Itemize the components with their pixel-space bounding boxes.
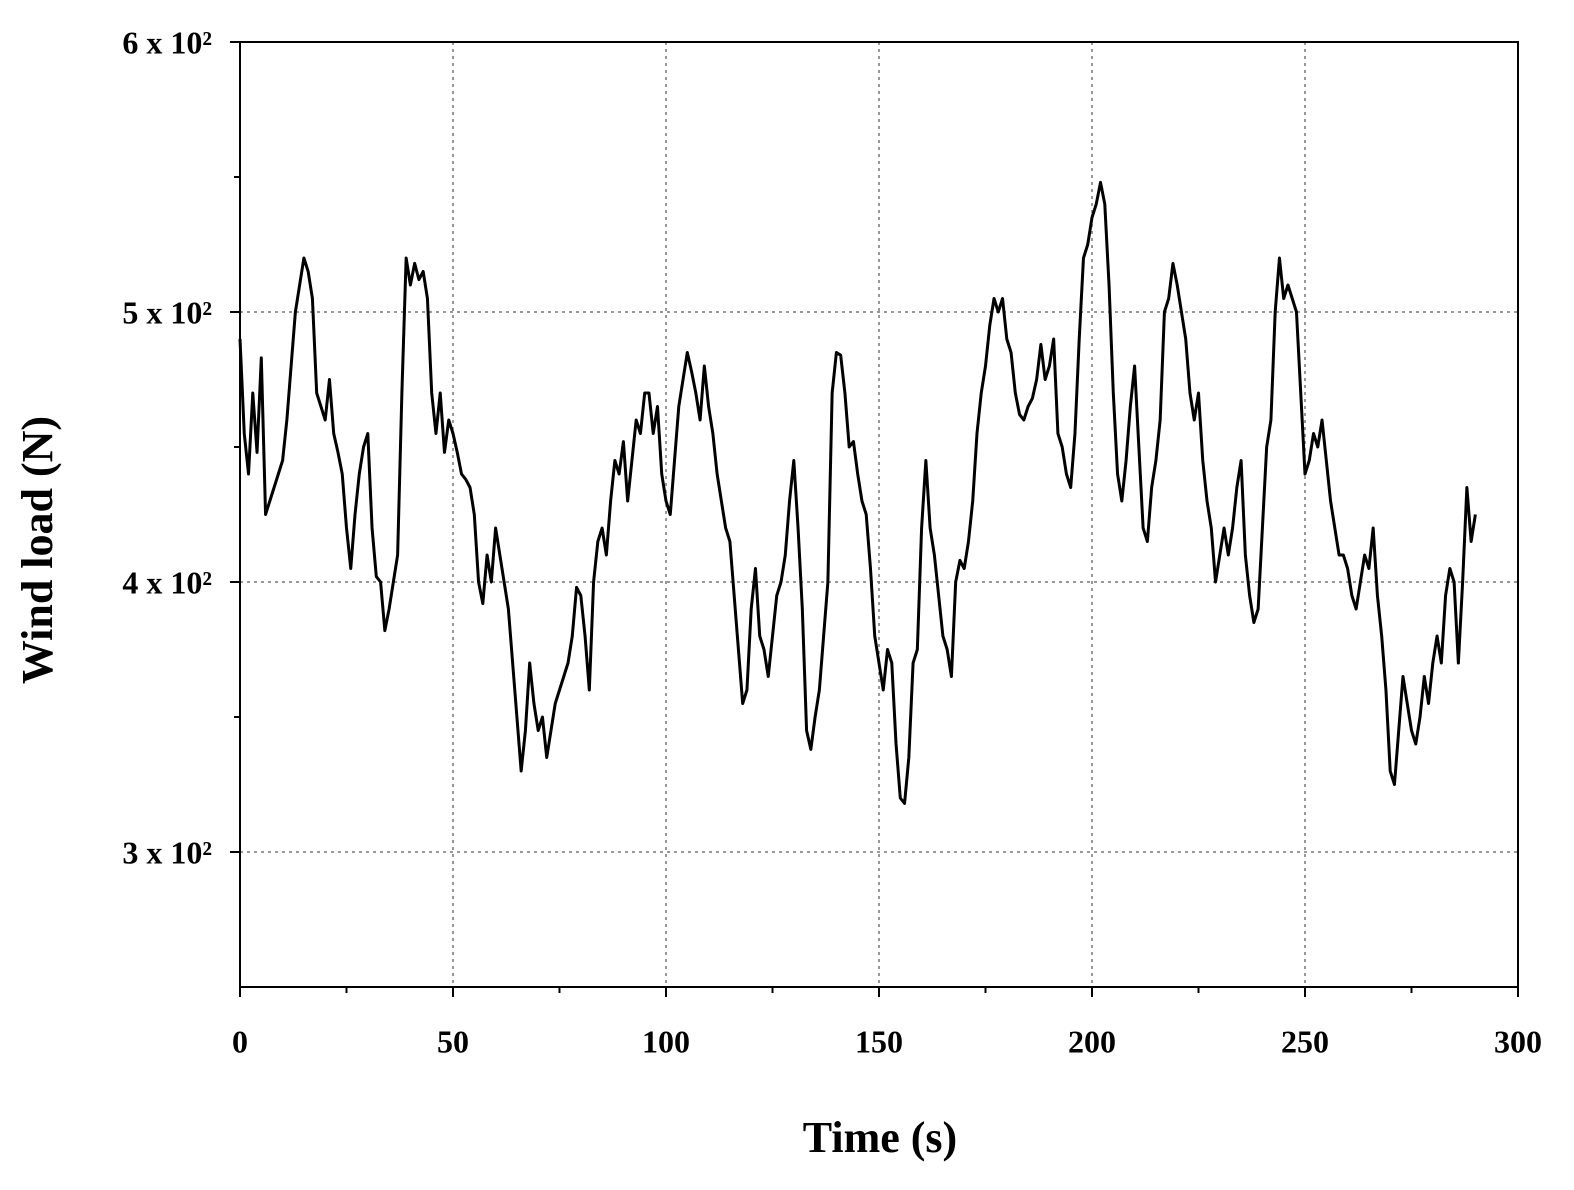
data-line <box>238 180 1477 805</box>
plot-frame <box>239 41 1519 988</box>
x-tick-label: 100 <box>642 1023 690 1059</box>
x-tick-label: 250 <box>1281 1023 1329 1059</box>
x-tick-label: 300 <box>1494 1023 1542 1059</box>
y-tick-label: 4 x 10² <box>122 564 212 600</box>
y-tick-label: 3 x 10² <box>122 834 212 870</box>
x-tick-label: 50 <box>437 1023 469 1059</box>
x-tick-label: 150 <box>855 1023 903 1059</box>
x-tick-label: 0 <box>232 1023 248 1059</box>
y-tick-label: 6 x 10² <box>122 24 212 60</box>
y-tick-label: 5 x 10² <box>122 294 212 330</box>
y-axis-title: Wind load (N) <box>13 416 62 684</box>
x-axis-title: Time (s) <box>803 1113 957 1162</box>
x-tick-label: 200 <box>1068 1023 1116 1059</box>
